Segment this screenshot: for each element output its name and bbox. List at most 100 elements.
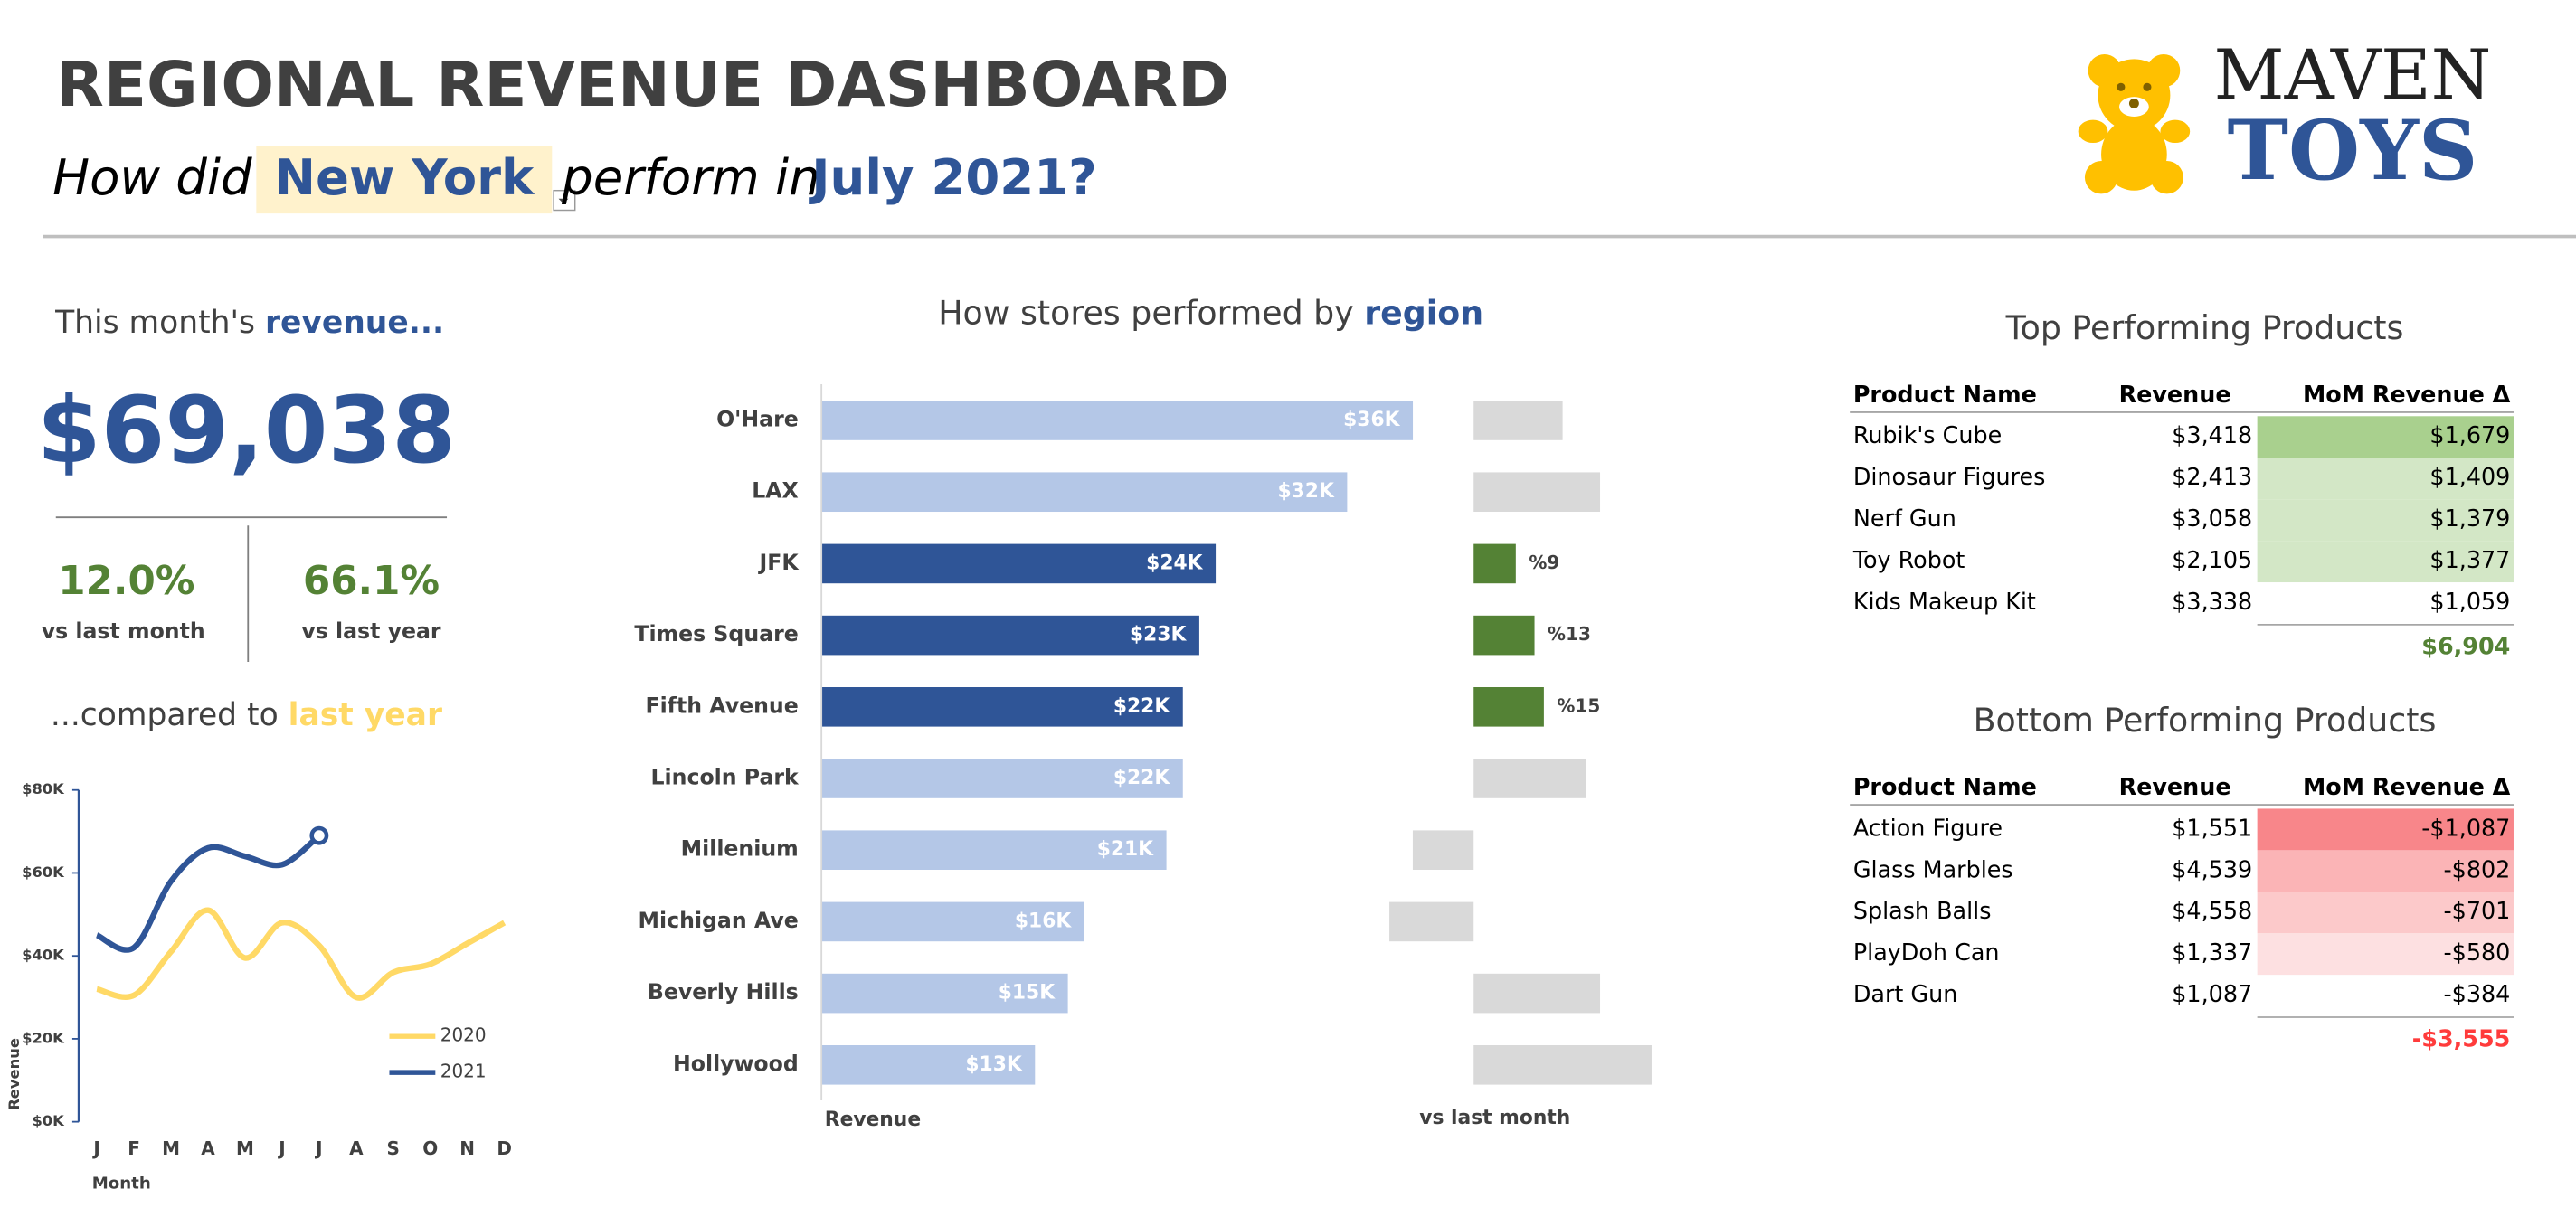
bar-value-label: $23K (1130, 624, 1187, 646)
table-cell: PlayDoh Can (1853, 939, 2000, 966)
category-label: O'Hare (716, 407, 799, 432)
delta-cell (2257, 499, 2514, 542)
kpi-mom-label: vs last month (42, 618, 205, 644)
category-label: Times Square (634, 621, 798, 646)
y-tick-label: $40K (22, 947, 65, 964)
legend-label: 2020 (440, 1024, 487, 1046)
table-cell: $4,558 (2172, 897, 2252, 924)
category-label: Millenium (681, 836, 799, 862)
change-bar (1473, 1044, 1652, 1085)
table-cell: $1,087 (2172, 980, 2252, 1007)
table-total: -$3,555 (2412, 1024, 2511, 1052)
kpi-heading: This month's revenue... (54, 304, 444, 340)
x-tick-label: O (422, 1137, 438, 1159)
y-tick-label: $60K (22, 863, 65, 881)
x-tick-label: F (128, 1137, 140, 1159)
bar-value-label: $13K (965, 1053, 1022, 1076)
table-cell: $4,539 (2172, 855, 2252, 882)
table-cell: $2,413 (2172, 463, 2252, 490)
compare-heading: ...compared to last year (51, 696, 442, 732)
kpi-mom: 12.0% (58, 559, 194, 604)
region-selector[interactable] (256, 146, 553, 214)
table-cell: Dart Gun (1853, 980, 1958, 1007)
line-series (95, 833, 321, 953)
bar-value-label: $32K (1278, 480, 1335, 503)
bar-title-highlight: region (1364, 294, 1483, 333)
table-cell: $1,377 (2429, 546, 2510, 573)
compare-start: ...compared to (51, 696, 279, 732)
x-axis-label: Revenue (825, 1109, 921, 1131)
category-label: LAX (752, 478, 799, 504)
line-series (96, 907, 507, 1001)
bar-value-label: $24K (1146, 552, 1203, 574)
x-tick-label: S (387, 1137, 400, 1159)
category-label: Hollywood (673, 1051, 799, 1076)
bar (821, 973, 1068, 1014)
x-tick-label: J (314, 1137, 322, 1159)
y-tick-label: $80K (22, 780, 65, 797)
table-cell: -$701 (2444, 897, 2511, 924)
category-label: Beverly Hills (648, 979, 799, 1005)
bar-value-label: $22K (1113, 767, 1170, 789)
table-total: $6,904 (2421, 632, 2510, 659)
y-axis-label: Revenue (5, 1038, 23, 1110)
table-cell: $1,551 (2172, 814, 2252, 841)
y-tick-label: $20K (22, 1029, 65, 1046)
region-name[interactable]: New York (274, 148, 535, 206)
bar (821, 1044, 1036, 1085)
delta-cell (2257, 808, 2514, 851)
x-tick-label: D (497, 1137, 512, 1159)
table-cell: Glass Marbles (1853, 855, 2013, 882)
change-bar (1412, 830, 1474, 870)
delta-cell (2257, 582, 2514, 625)
delta-cell (2257, 541, 2514, 583)
table-cell: $1,337 (2172, 939, 2252, 966)
delta-cell (2257, 458, 2514, 500)
change-axis-label: vs last month (1419, 1107, 1570, 1129)
table-cell: Nerf Gun (1853, 505, 1956, 532)
category-label: JFK (758, 550, 800, 575)
kpi-yoy: 66.1% (303, 559, 440, 604)
line-end-marker (309, 825, 329, 845)
delta-cell (2257, 850, 2514, 892)
dashboard-title: REGIONAL REVENUE DASHBOARD (56, 49, 1230, 121)
bar (821, 472, 1348, 513)
column-header: MoM Revenue Δ (2303, 773, 2511, 800)
category-label: Fifth Avenue (645, 693, 798, 718)
table-cell: $1,379 (2429, 505, 2510, 532)
kpi-heading-start: This month's (54, 304, 255, 340)
bar-chart-title: How stores performed by region (938, 294, 1483, 333)
x-axis-label: Month (92, 1175, 151, 1193)
table-cell: $1,679 (2429, 421, 2510, 448)
bar-value-label: $15K (999, 982, 1056, 1005)
bar (821, 687, 1183, 727)
table-cell: $1,059 (2429, 588, 2510, 615)
table-cell: -$580 (2444, 939, 2511, 966)
delta-cell (2257, 975, 2514, 1017)
period: July 2021? (808, 148, 1096, 206)
change-bar (1473, 759, 1586, 798)
y-tick-label: $0K (32, 1112, 65, 1129)
bar-value-label: $21K (1097, 838, 1154, 861)
table-cell: Toy Robot (1852, 546, 1965, 573)
x-tick-label: J (277, 1137, 285, 1159)
category-label: Michigan Ave (639, 908, 799, 933)
kpi-revenue: $69,038 (37, 377, 456, 484)
change-bar (1389, 901, 1474, 942)
table-cell: Dinosaur Figures (1853, 463, 2046, 490)
bar-value-label: $36K (1343, 409, 1400, 431)
change-bar (1473, 615, 1535, 656)
question-start: How did (52, 148, 252, 206)
delta-cell (2257, 416, 2514, 458)
table-cell: $2,105 (2172, 546, 2252, 573)
bar-value-label: $22K (1113, 695, 1170, 718)
table-title: Top Performing Products (2005, 308, 2404, 347)
x-tick-label: A (201, 1137, 215, 1159)
kpi-heading-highlight: revenue... (265, 304, 444, 340)
kpi-yoy-label: vs last year (301, 618, 441, 644)
change-label: %13 (1548, 623, 1591, 645)
change-bar (1473, 543, 1516, 584)
table-cell: $3,338 (2172, 588, 2252, 615)
x-tick-label: M (162, 1137, 180, 1159)
